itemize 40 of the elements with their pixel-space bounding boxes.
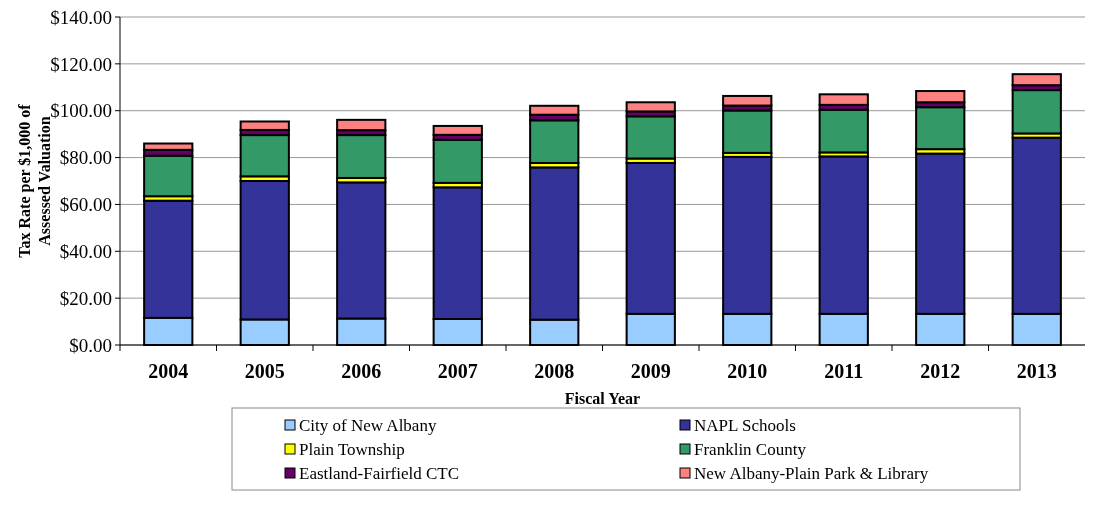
bar [1011,73,1062,87]
bar [143,154,194,198]
y-tick-label: $140.00 [50,6,112,28]
y-tick-label: $80.00 [59,147,112,169]
x-tick-label: 2005 [244,360,285,382]
x-tick-label: 2012 [920,360,961,382]
bar [625,115,676,160]
bar [625,101,676,113]
x-tick-label: 2011 [824,360,864,382]
x-tick-label: 2013 [1016,360,1057,382]
legend-label: Eastland-Fairfield CTC [299,463,460,483]
x-tick-label: 2007 [437,360,478,382]
bar [915,90,966,104]
bar [915,106,966,151]
bar [818,108,869,154]
legend-label: New Albany-Plain Park & Library [694,463,929,483]
legend-label: City of New Albany [299,415,437,435]
x-tick-label: 2006 [341,360,382,382]
legend-label: Franklin County [694,439,807,459]
bar [336,134,387,179]
x-tick-label: 2008 [534,360,575,382]
legend-label: Plain Township [299,439,405,459]
legend-label: NAPL Schools [694,415,796,435]
y-tick-label: $40.00 [59,240,112,262]
x-tick-label: 2009 [630,360,671,382]
y-tick-label: $0.00 [69,334,112,356]
bar [336,118,387,132]
y-tick-label: $100.00 [50,100,112,122]
bar [239,134,290,178]
y-tick-label: $60.00 [59,194,112,216]
x-axis-title: Fiscal Year [564,390,641,407]
x-tick-label: 2010 [727,360,768,382]
bar [722,109,773,154]
bar [1011,89,1062,135]
y-tick-label: $120.00 [50,53,112,75]
bar [432,138,483,184]
x-tick-label: 2004 [148,360,189,382]
bar [722,94,773,107]
y-tick-label: $20.00 [59,287,112,309]
bar [529,119,580,164]
